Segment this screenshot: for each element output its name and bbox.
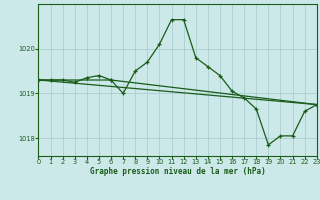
X-axis label: Graphe pression niveau de la mer (hPa): Graphe pression niveau de la mer (hPa) <box>90 167 266 176</box>
